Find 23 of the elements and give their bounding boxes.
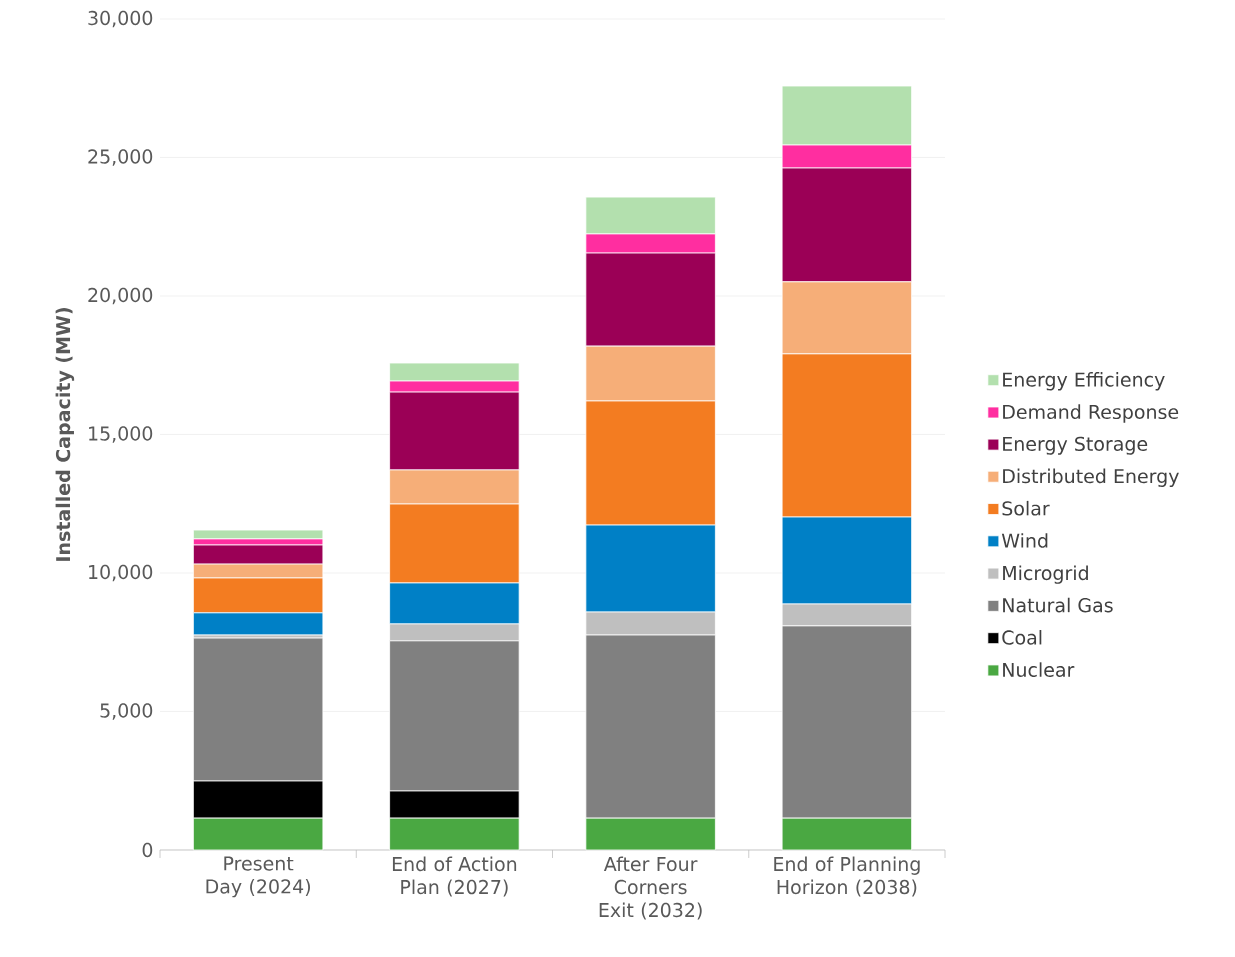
y-tick-label: 5,000 bbox=[100, 703, 153, 720]
y-tick-label: 30,000 bbox=[88, 10, 153, 28]
legend-label: Energy Efficiency bbox=[1003, 372, 1165, 391]
legend-label: Demand Response bbox=[1003, 404, 1179, 423]
legend-label: Coal bbox=[1002, 630, 1042, 645]
x-tick-label: End of Planning Horizon (2038) bbox=[774, 856, 920, 897]
y-tick-label: 25,000 bbox=[88, 149, 153, 166]
legend-label: Nuclear bbox=[1003, 662, 1075, 677]
y-tick-label: 0 bbox=[142, 842, 153, 858]
x-tick-label: End of Action Plan (2027) bbox=[392, 856, 517, 897]
legend-label: Wind bbox=[1001, 533, 1048, 548]
x-tick-label: After Four Corners Exit (2032) bbox=[599, 856, 702, 920]
legend-label: Solar bbox=[1002, 500, 1050, 516]
x-tick-label: Present Day (2024) bbox=[206, 856, 310, 898]
y-axis-title: Installed Capacity (MW) bbox=[55, 308, 75, 561]
legend-label: Distributed Energy bbox=[1003, 468, 1179, 487]
y-tick-label: 20,000 bbox=[88, 287, 153, 305]
y-tick-label: 15,000 bbox=[89, 426, 153, 443]
y-tick-label: 10,000 bbox=[89, 564, 153, 582]
legend-label: Microgrid bbox=[1003, 565, 1088, 584]
legend-label: Natural Gas bbox=[1003, 597, 1113, 613]
legend-label: Energy Storage bbox=[1003, 436, 1148, 455]
bar bbox=[192, 529, 324, 540]
